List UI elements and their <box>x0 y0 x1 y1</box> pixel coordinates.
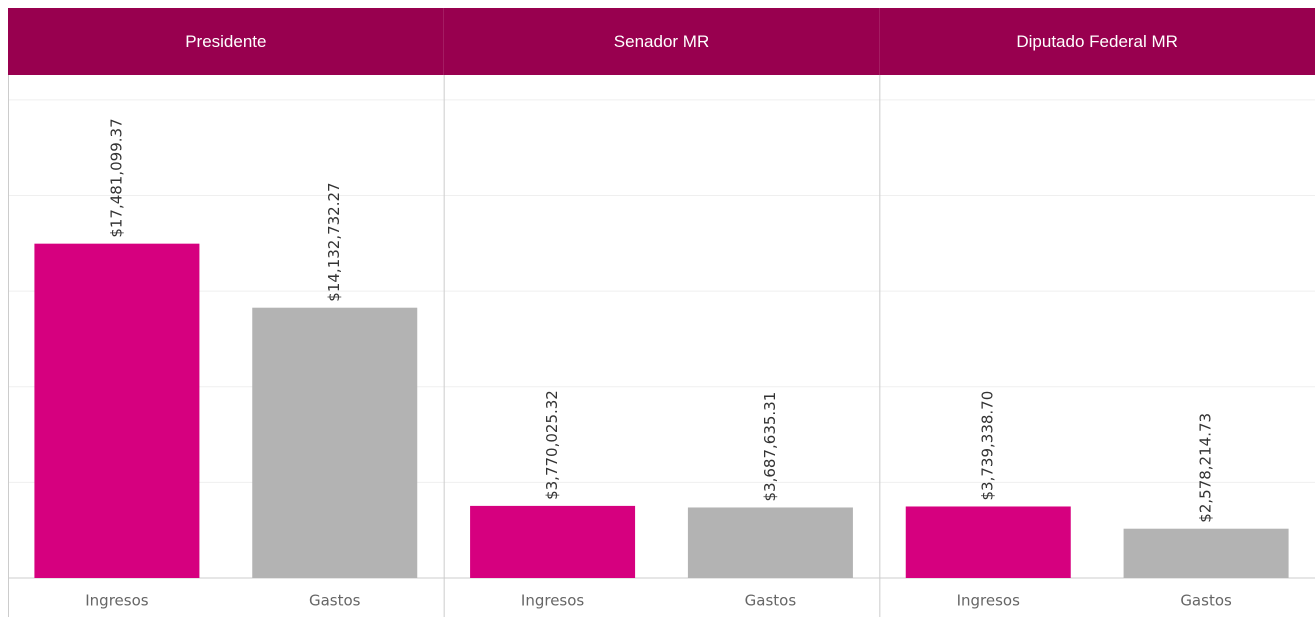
panel-title: Presidente <box>185 32 266 51</box>
x-tick-label: Gastos <box>309 592 361 610</box>
x-tick-label: Ingresos <box>85 592 149 610</box>
value-label: $17,481,099.37 <box>107 118 125 237</box>
panel-header <box>8 8 444 75</box>
x-tick-label: Gastos <box>745 592 797 610</box>
panel-title: Senador MR <box>614 32 709 51</box>
panel-header <box>443 8 880 75</box>
value-label: $3,770,025.32 <box>543 390 561 500</box>
panel-header <box>879 8 1315 75</box>
bar <box>687 507 853 578</box>
x-tick-label: Gastos <box>1180 592 1232 610</box>
value-label: $3,687,635.31 <box>761 392 779 502</box>
panel-title: Diputado Federal MR <box>1016 32 1178 51</box>
bar <box>252 307 418 578</box>
value-label: $3,739,338.70 <box>979 391 997 501</box>
value-label: $2,578,214.73 <box>1197 413 1215 523</box>
bar <box>905 506 1071 578</box>
bar <box>34 243 200 579</box>
bar <box>1123 528 1289 578</box>
x-tick-label: Ingresos <box>957 592 1021 610</box>
bar <box>470 505 636 578</box>
value-label: $14,132,732.27 <box>325 182 343 301</box>
x-tick-label: Ingresos <box>521 592 585 610</box>
